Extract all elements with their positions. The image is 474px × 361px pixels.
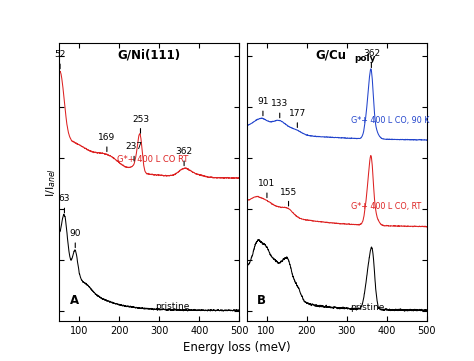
Text: G*+ 400 L CO RT: G*+ 400 L CO RT — [117, 155, 189, 164]
Text: G/Ni(111): G/Ni(111) — [118, 49, 181, 62]
Text: Energy loss (meV): Energy loss (meV) — [183, 341, 291, 354]
Text: 101: 101 — [258, 179, 275, 188]
Text: pristine: pristine — [155, 302, 190, 311]
Text: 362: 362 — [175, 147, 192, 156]
Text: 63: 63 — [59, 194, 70, 203]
Text: 177: 177 — [289, 109, 306, 118]
Text: G*+ 400 L CO, RT: G*+ 400 L CO, RT — [351, 203, 421, 212]
Text: 52: 52 — [55, 50, 66, 59]
Text: 169: 169 — [98, 133, 116, 142]
Y-axis label: I/I$_{anel}$: I/I$_{anel}$ — [44, 168, 58, 197]
Text: 362: 362 — [363, 49, 380, 58]
Text: 237: 237 — [126, 143, 143, 152]
Text: G/Cu: G/Cu — [315, 49, 346, 62]
Text: pristine: pristine — [351, 303, 385, 312]
Text: 90: 90 — [70, 229, 81, 238]
Text: 155: 155 — [280, 187, 297, 196]
Text: B: B — [257, 294, 266, 308]
Text: 91: 91 — [257, 97, 269, 106]
Text: G*+ 400 L CO, 90 K: G*+ 400 L CO, 90 K — [351, 116, 429, 125]
Text: 133: 133 — [271, 99, 288, 108]
Text: poly: poly — [355, 55, 376, 64]
Text: A: A — [70, 294, 79, 308]
Text: 253: 253 — [132, 115, 149, 124]
